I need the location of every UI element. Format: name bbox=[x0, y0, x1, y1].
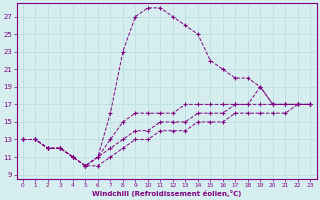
X-axis label: Windchill (Refroidissement éolien,°C): Windchill (Refroidissement éolien,°C) bbox=[92, 190, 241, 197]
